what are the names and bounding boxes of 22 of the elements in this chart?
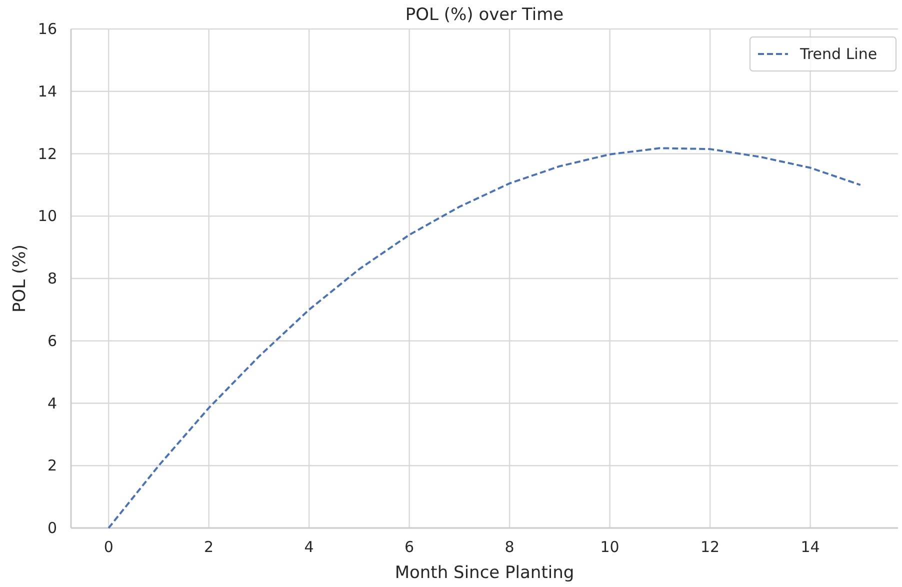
legend-label: Trend Line — [799, 45, 878, 63]
y-tick-label: 4 — [47, 394, 57, 412]
line-series — [108, 147, 862, 529]
y-tick-label: 12 — [38, 144, 57, 163]
y-axis-title: POL (%) — [10, 244, 30, 312]
x-tick-label: 0 — [104, 538, 114, 556]
x-tick-label: 10 — [600, 538, 620, 556]
x-tick-label: 4 — [304, 538, 314, 556]
y-tick-label: 0 — [47, 519, 57, 537]
y-tick-label: 8 — [47, 270, 57, 288]
y-tick-label: 6 — [47, 332, 57, 350]
y-tick-label: 14 — [38, 82, 57, 100]
y-tick-label: 2 — [47, 456, 57, 475]
x-tick-label: 6 — [404, 538, 414, 556]
x-tick-label: 14 — [800, 538, 820, 556]
x-axis-title: Month Since Planting — [394, 563, 574, 583]
x-tick-label: 12 — [700, 538, 720, 556]
x-tick-label: 2 — [204, 538, 214, 556]
y-tick-label: 10 — [38, 207, 57, 226]
x-tick-label: 8 — [504, 538, 514, 556]
y-tick-label: 16 — [38, 20, 57, 38]
chart-title: POL (%) over Time — [405, 5, 564, 25]
